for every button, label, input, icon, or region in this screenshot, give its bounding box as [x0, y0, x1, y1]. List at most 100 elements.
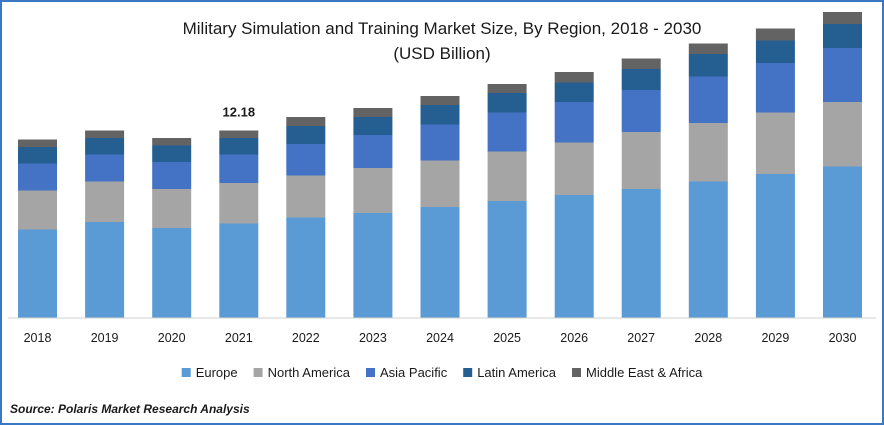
bar-2019-north-america: [85, 181, 125, 222]
x-tick-label: 2023: [359, 331, 387, 345]
source-note: Source: Polaris Market Research Analysis: [10, 402, 250, 416]
x-tick-label: 2027: [627, 331, 655, 345]
legend-label: Latin America: [477, 365, 557, 380]
bar-2029-asia-pacific: [755, 63, 795, 113]
chart-subtitle: (USD Billion): [393, 44, 490, 63]
legend-swatch: [366, 368, 375, 377]
bar-2019-asia-pacific: [85, 154, 125, 182]
bar-2023-latin-america: [353, 117, 393, 135]
bar-2026-latin-america: [554, 82, 594, 102]
bar-2021-north-america: [219, 183, 259, 224]
legend-item: North America: [253, 365, 351, 380]
bar-2028-middle-east-africa: [688, 43, 728, 54]
bar-2020-asia-pacific: [152, 162, 192, 189]
legend-item: Europe: [181, 365, 238, 380]
bar-2026-middle-east-africa: [554, 72, 594, 83]
bar-2018-latin-america: [18, 147, 57, 164]
bar-2026-asia-pacific: [554, 102, 594, 143]
x-tick-label: 2026: [560, 331, 588, 345]
x-tick-label: 2029: [761, 331, 789, 345]
legend-label: Asia Pacific: [380, 365, 448, 380]
bar-2024-europe: [420, 207, 460, 318]
bar-2028-north-america: [688, 123, 728, 182]
bars-layer: [18, 12, 862, 318]
legend-swatch: [253, 368, 263, 377]
bar-2019-latin-america: [85, 138, 125, 155]
bar-2029-middle-east-africa: [755, 28, 795, 41]
bar-2029-north-america: [755, 112, 795, 174]
bar-2023-north-america: [353, 168, 393, 213]
legend-label: Europe: [196, 365, 238, 380]
x-tick-label: 2025: [493, 331, 521, 345]
bar-2021-middle-east-africa: [219, 130, 259, 138]
x-tick-label: 2021: [225, 331, 253, 345]
bar-2028-europe: [688, 181, 728, 318]
bar-2018-europe: [18, 229, 57, 318]
bar-2022-asia-pacific: [286, 144, 326, 176]
bar-2024-middle-east-africa: [420, 96, 460, 105]
legend-item: Asia Pacific: [366, 365, 448, 380]
bar-2020-latin-america: [152, 145, 192, 162]
x-tick-label: 2022: [292, 331, 320, 345]
bar-2026-europe: [554, 195, 594, 318]
legend-swatch: [181, 368, 191, 377]
bar-2030-middle-east-africa: [823, 12, 862, 24]
bar-2027-asia-pacific: [621, 90, 661, 132]
data-label: 12.18: [223, 105, 256, 120]
bar-2022-middle-east-africa: [286, 117, 326, 126]
bar-2027-north-america: [621, 132, 661, 189]
legend-swatch: [572, 368, 581, 377]
bar-2022-europe: [286, 217, 326, 318]
bar-2025-asia-pacific: [487, 112, 527, 152]
bar-2018-middle-east-africa: [18, 139, 57, 147]
x-tick-label: 2028: [694, 331, 722, 345]
bar-2026-north-america: [554, 142, 594, 195]
chart-title: Military Simulation and Training Market …: [183, 19, 702, 38]
bar-2024-asia-pacific: [420, 124, 460, 161]
bar-2019-europe: [85, 222, 125, 318]
legend-label: North America: [268, 365, 351, 380]
bar-2022-north-america: [286, 175, 326, 218]
bar-2023-middle-east-africa: [353, 108, 393, 117]
bar-2025-europe: [487, 201, 527, 318]
x-tick-label: 2030: [829, 331, 857, 345]
bar-2030-asia-pacific: [823, 48, 862, 102]
bar-2020-europe: [152, 228, 192, 318]
legend: Europe North America Asia Pacific Latin Ame…: [181, 365, 703, 380]
bar-2020-middle-east-africa: [152, 138, 192, 146]
x-tick-label: 2020: [158, 331, 186, 345]
bar-2023-europe: [353, 213, 393, 318]
bar-2029-europe: [755, 174, 795, 318]
bar-2028-latin-america: [688, 54, 728, 77]
bar-2029-latin-america: [755, 40, 795, 63]
bar-2025-middle-east-africa: [487, 84, 527, 93]
legend-item: Middle East & Africa: [572, 365, 703, 380]
bar-2025-north-america: [487, 151, 527, 201]
bar-2021-europe: [219, 223, 259, 318]
bar-2025-latin-america: [487, 93, 527, 113]
bar-2019-middle-east-africa: [85, 130, 125, 138]
bar-2021-asia-pacific: [219, 154, 259, 183]
legend-label: Middle East & Africa: [586, 365, 703, 380]
bar-2027-europe: [621, 189, 661, 318]
bar-2030-latin-america: [823, 24, 862, 48]
bar-2018-north-america: [18, 190, 57, 230]
bar-2022-latin-america: [286, 126, 326, 144]
x-tick-labels: 2018 2019 2020 2021 2022 2023 2024 2025 2026 2027…: [24, 331, 857, 345]
bar-2018-asia-pacific: [18, 163, 57, 191]
bar-2027-latin-america: [621, 69, 661, 90]
bar-2027-middle-east-africa: [621, 58, 661, 69]
x-tick-label: 2019: [91, 331, 119, 345]
x-tick-label: 2018: [24, 331, 52, 345]
x-tick-label: 2024: [426, 331, 454, 345]
bar-2028-asia-pacific: [688, 76, 728, 123]
bar-2020-north-america: [152, 189, 192, 228]
legend-item: Latin America: [463, 365, 557, 380]
bar-2021-latin-america: [219, 138, 259, 155]
bar-2023-asia-pacific: [353, 135, 393, 168]
annotations: 12.18: [223, 105, 256, 120]
bar-2030-europe: [823, 166, 862, 318]
bar-2024-north-america: [420, 160, 460, 207]
